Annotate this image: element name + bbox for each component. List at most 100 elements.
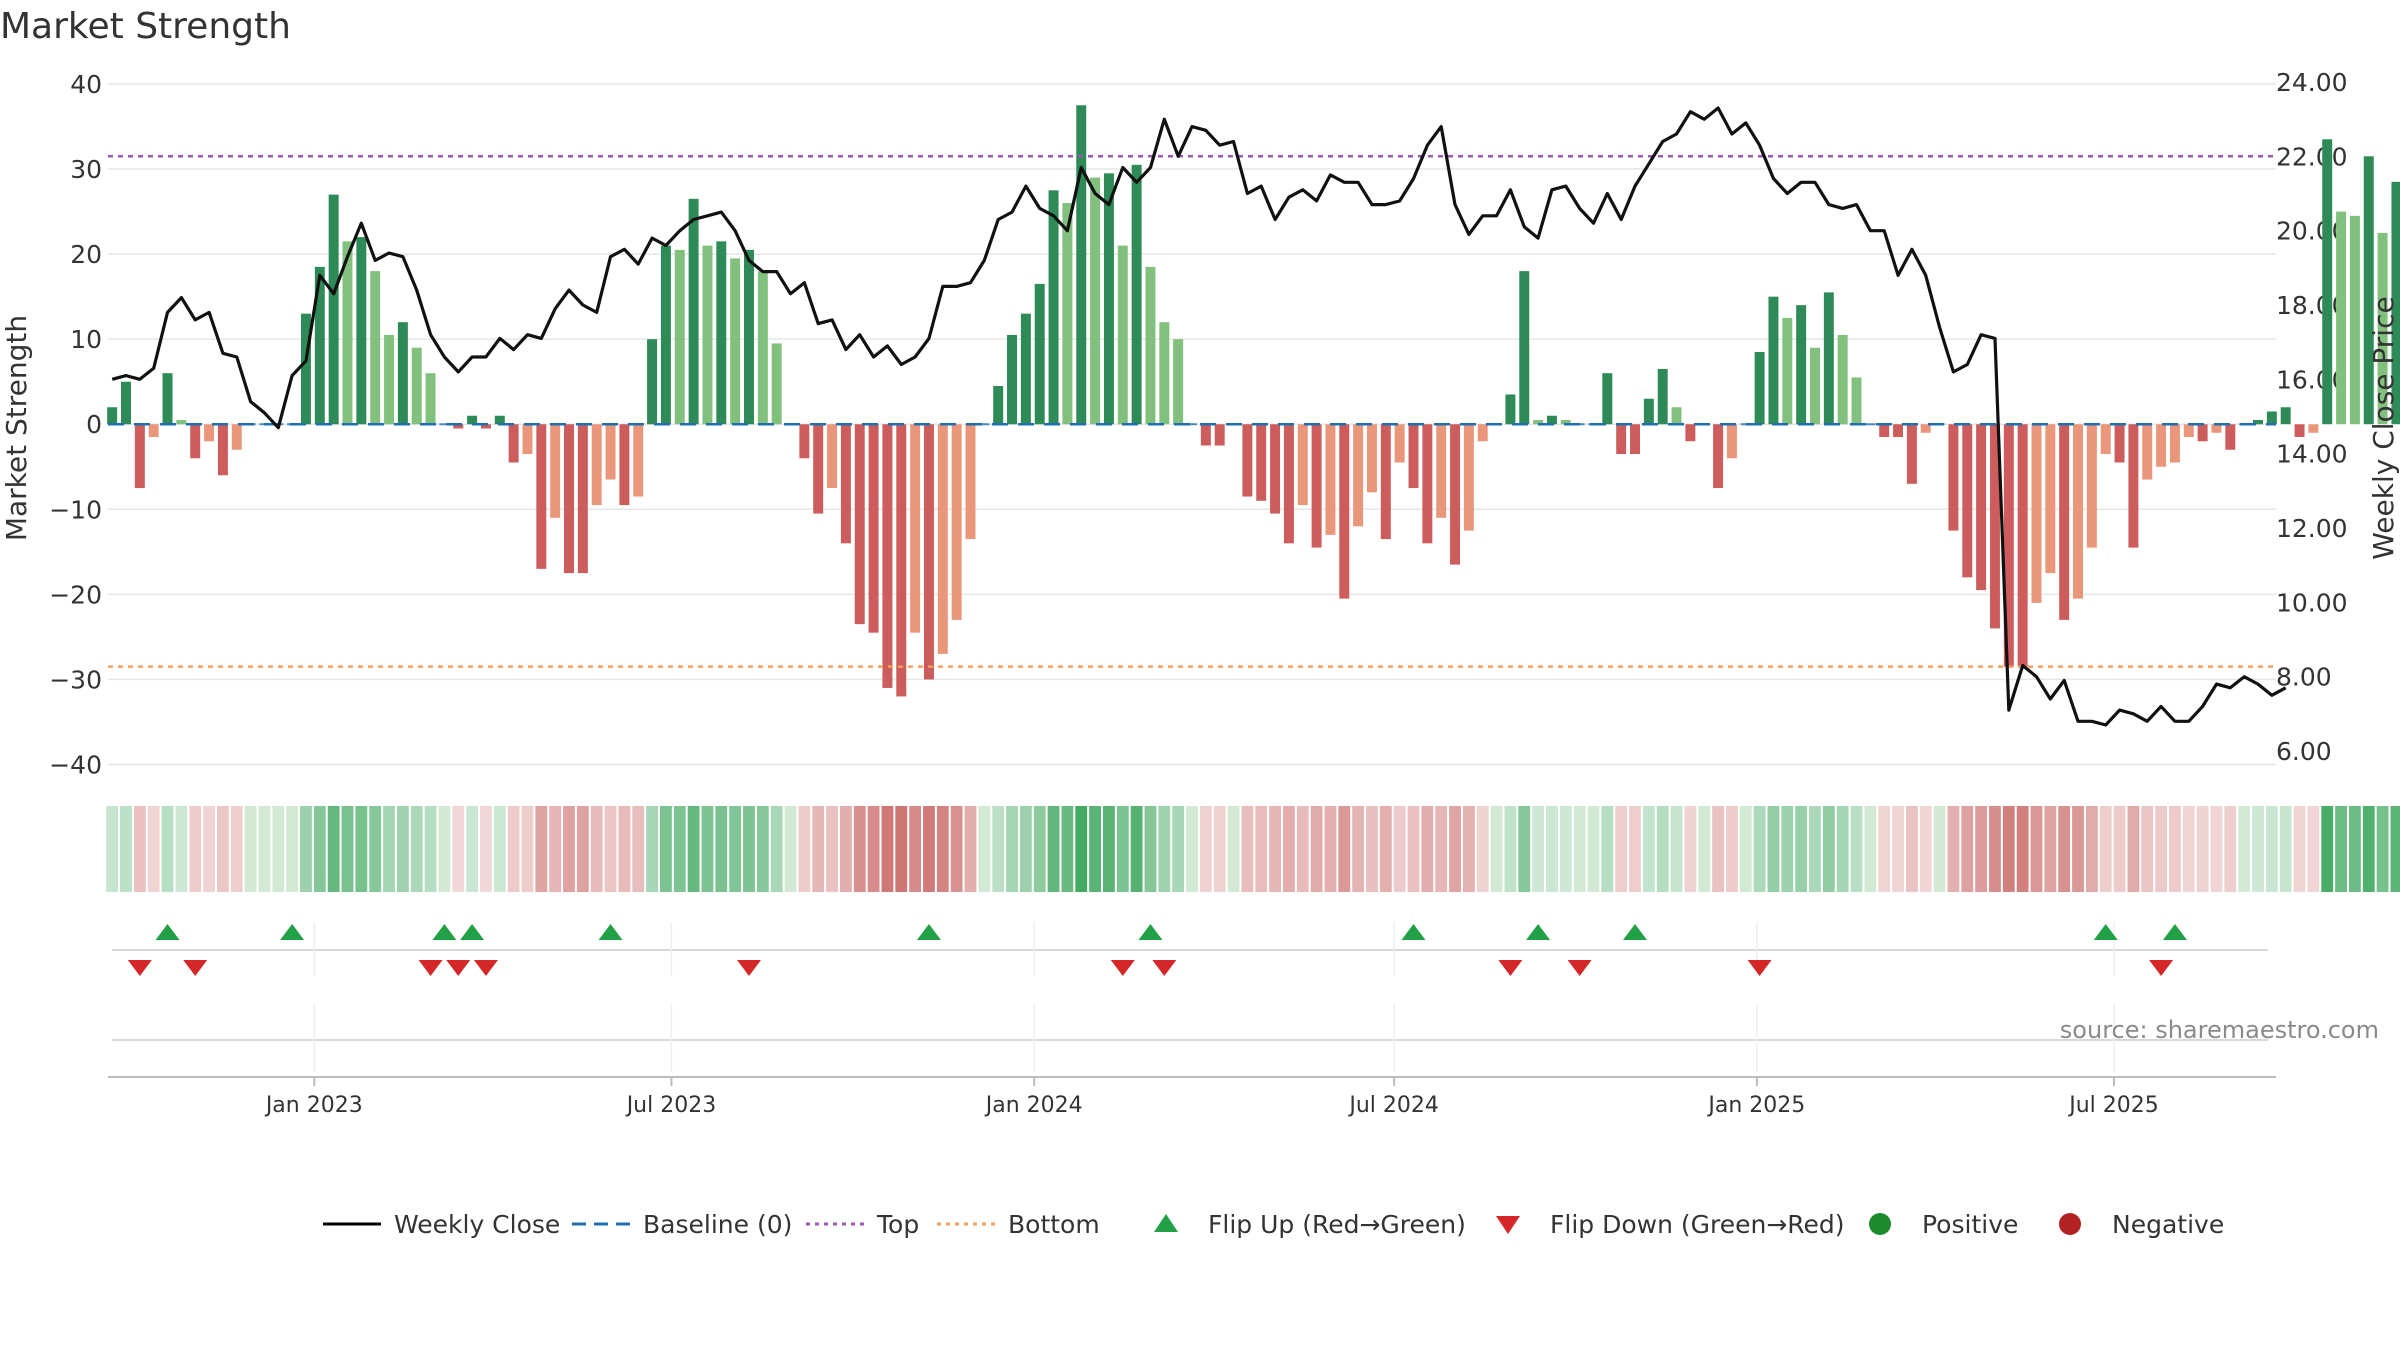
legend-label: Positive — [1922, 1210, 2018, 1239]
strength-bar — [1062, 203, 1073, 425]
strength-bar — [799, 424, 810, 459]
heat-cell — [535, 806, 548, 892]
heat-cell — [507, 806, 520, 892]
heat-cell — [1767, 806, 1780, 892]
strength-bar — [425, 373, 436, 425]
strength-bar — [2391, 181, 2400, 425]
strength-bar — [522, 424, 533, 455]
heat-cell — [258, 806, 271, 892]
strength-bar — [1505, 394, 1516, 425]
y-tick-label: −20 — [49, 580, 102, 609]
strength-bar — [1408, 424, 1419, 489]
heat-cell — [1601, 806, 1614, 892]
strength-bar — [1837, 334, 1848, 425]
strength-bar — [674, 249, 685, 425]
y2-tick-label: 20.00 — [2276, 217, 2348, 246]
heat-cell — [1241, 806, 1254, 892]
strength-bar — [1782, 317, 1793, 425]
heat-cell — [1310, 806, 1323, 892]
heat-cell — [466, 806, 479, 892]
strength-bar — [882, 424, 893, 688]
heat-cell — [493, 806, 506, 892]
heat-cell — [438, 806, 451, 892]
strength-bar — [1394, 424, 1405, 463]
heat-cell — [687, 806, 700, 892]
flip-up-marker — [916, 924, 941, 940]
legend-label: Flip Up (Red→Green) — [1208, 1210, 1466, 1239]
heat-cell — [1587, 806, 1600, 892]
heat-cell — [1047, 806, 1060, 892]
heat-cell — [2085, 806, 2098, 892]
heat-cell — [729, 806, 742, 892]
weekly-close-line — [111, 106, 2287, 727]
strength-bar — [854, 424, 865, 625]
flip-down-marker — [473, 960, 498, 976]
strength-bar — [2073, 424, 2084, 599]
heat-cell — [2362, 806, 2375, 892]
strength-bar — [1020, 313, 1031, 425]
flip-up-marker — [598, 924, 623, 940]
strength-bar — [1768, 296, 1779, 425]
strength-bar — [1477, 424, 1488, 442]
heat-cell — [701, 806, 714, 892]
heat-cell — [826, 806, 838, 892]
strength-bar — [162, 373, 173, 425]
strength-bar — [1713, 424, 1724, 489]
heat-cell — [978, 806, 991, 892]
heat-cell — [369, 806, 382, 892]
legend-swatch — [2059, 1213, 2081, 1235]
strength-bar — [1810, 347, 1820, 425]
heat-cell — [341, 806, 354, 892]
heat-cell — [1573, 806, 1586, 892]
heat-cell — [936, 806, 949, 892]
strength-bar — [660, 245, 671, 425]
heat-cell — [521, 806, 534, 892]
strength-bar — [1103, 173, 1114, 425]
heat-cell — [1615, 806, 1628, 892]
heat-cell — [549, 806, 562, 892]
strength-bar — [591, 424, 602, 506]
heat-cell — [1559, 806, 1572, 892]
strength-bar — [2183, 424, 2194, 438]
heat-cell — [1449, 806, 1461, 892]
strength-bar — [771, 343, 782, 425]
heat-cell — [313, 806, 326, 892]
heat-cell — [604, 806, 617, 892]
strength-bar — [1906, 424, 1917, 484]
strength-bar — [2128, 424, 2139, 548]
heat-cell — [2182, 806, 2195, 892]
heat-cell — [839, 806, 852, 892]
strength-bar — [480, 424, 491, 429]
y2-tick-label: 24.00 — [2276, 68, 2348, 97]
legend-item: Positive — [1869, 1210, 2018, 1239]
strength-bar — [134, 424, 145, 489]
heat-cell — [2335, 806, 2347, 892]
strength-bar — [2322, 139, 2333, 425]
heat-cell — [784, 806, 797, 892]
heat-cell — [1255, 806, 1268, 892]
strength-bar — [2197, 424, 2208, 442]
strength-bar — [2086, 424, 2097, 548]
heat-cell — [2030, 806, 2043, 892]
heat-cell — [1227, 806, 1240, 892]
strength-bar — [951, 424, 962, 620]
heat-cell — [2072, 806, 2084, 892]
strength-bar — [1256, 424, 1267, 501]
strength-bar — [2308, 424, 2319, 433]
strength-bar — [910, 424, 921, 633]
strength-bar — [1823, 292, 1834, 425]
strength-bar — [550, 424, 561, 518]
flip-down-marker — [2149, 960, 2174, 976]
strength-bar — [896, 424, 907, 697]
heat-cell — [1158, 806, 1171, 892]
heat-cell — [632, 806, 645, 892]
heat-cell — [424, 806, 437, 892]
strength-bar — [2377, 232, 2388, 425]
heat-cell — [964, 806, 977, 892]
strength-bar — [2100, 424, 2111, 455]
strength-bar — [1131, 164, 1142, 425]
strength-bar — [1685, 424, 1696, 442]
y-tick-label: 40 — [70, 70, 102, 99]
heat-cell — [659, 806, 672, 892]
heat-cell — [355, 806, 368, 892]
